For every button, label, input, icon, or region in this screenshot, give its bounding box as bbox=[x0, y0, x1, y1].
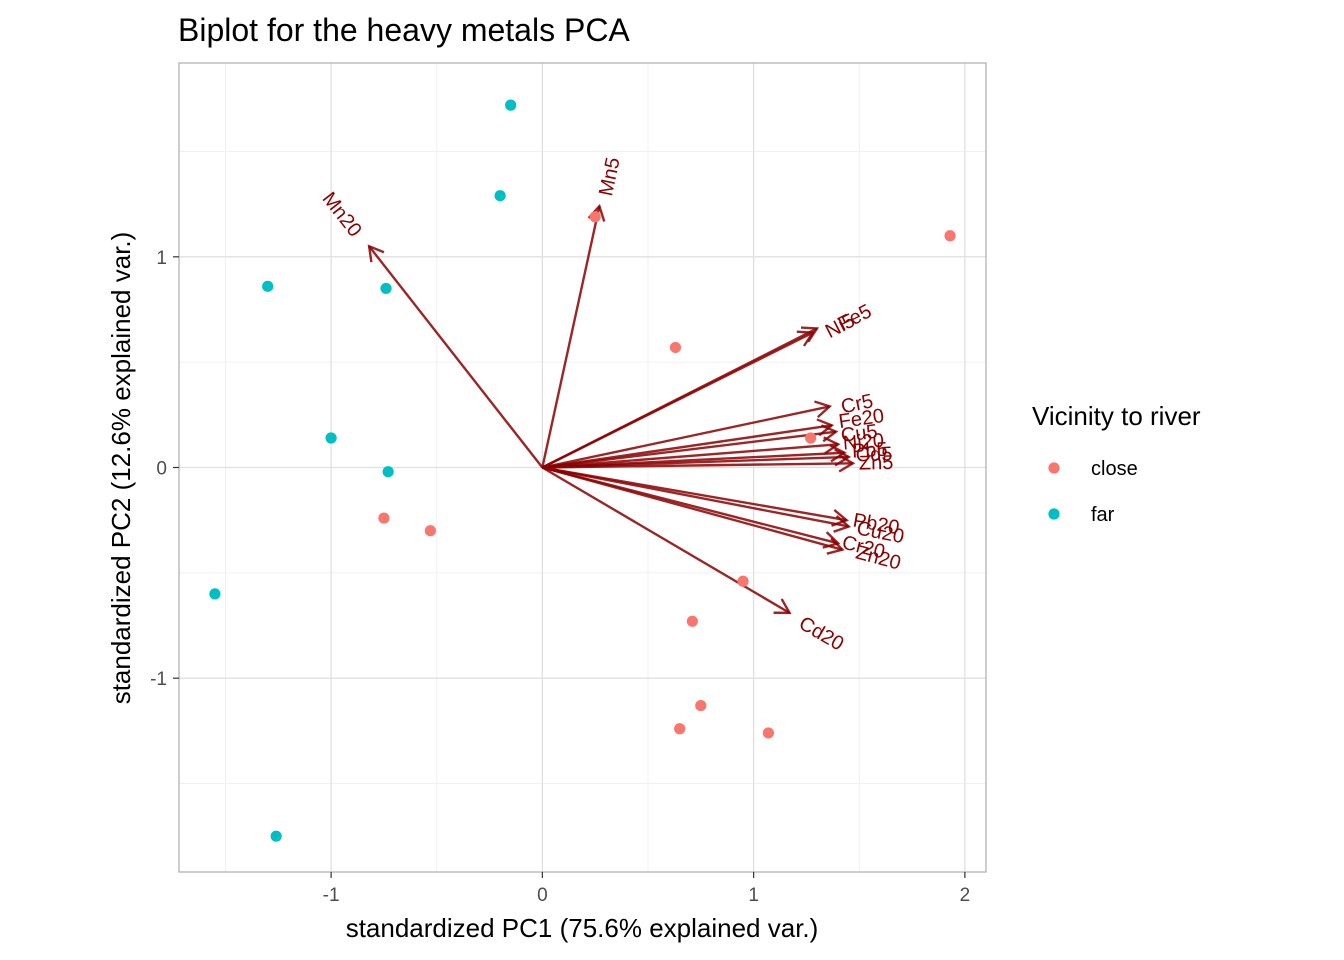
score-point-far bbox=[505, 99, 517, 111]
loading-label: Ni20 bbox=[842, 430, 885, 455]
loading-arrow bbox=[542, 436, 841, 469]
legend: Vicinity to river close far bbox=[1032, 401, 1201, 526]
loading-arrow bbox=[367, 244, 544, 469]
arrow-shaft bbox=[542, 462, 853, 469]
y-tick-label: 1 bbox=[156, 248, 167, 269]
score-point-far bbox=[382, 466, 394, 478]
score-point-far bbox=[262, 280, 274, 292]
score-point-far bbox=[325, 432, 337, 444]
arrow-head bbox=[838, 454, 856, 473]
arrow-head bbox=[773, 598, 792, 615]
arrow-shaft bbox=[542, 466, 843, 551]
plot-area: Mn20Mn5Fe5Ni5Cr5Fe20Cu5Ni20Pb5Cd5Zn5Pb20… bbox=[178, 62, 987, 873]
score-point-far bbox=[270, 830, 282, 842]
arrow-head bbox=[814, 400, 833, 419]
legend-label-close: close bbox=[1091, 458, 1138, 480]
score-point-far bbox=[380, 282, 392, 295]
arrow-head bbox=[823, 436, 841, 455]
y-axis-ticks: -1 0 1 bbox=[150, 248, 179, 690]
score-point-close bbox=[695, 699, 707, 712]
loading-arrow bbox=[541, 466, 792, 615]
arrow-head bbox=[826, 537, 845, 555]
arrow-head bbox=[796, 330, 815, 347]
arrow-shaft bbox=[542, 405, 830, 469]
loading-arrow bbox=[542, 400, 833, 469]
legend-label-far: far bbox=[1091, 504, 1115, 526]
score-point-close bbox=[669, 341, 682, 354]
arrow-head bbox=[816, 418, 835, 437]
score-points bbox=[209, 99, 956, 842]
arrow-shaft bbox=[541, 466, 791, 614]
loading-label: Pb5 bbox=[851, 439, 888, 463]
score-point-close bbox=[674, 723, 686, 735]
score-point-close bbox=[424, 525, 436, 537]
score-point-close bbox=[686, 615, 698, 627]
loading-arrow bbox=[541, 330, 815, 469]
arrow-head bbox=[367, 244, 385, 263]
score-point-close bbox=[589, 211, 601, 223]
x-axis-label: standardized PC1 (75.6% explained var.) bbox=[346, 913, 819, 943]
arrow-shaft bbox=[541, 331, 814, 469]
score-point-close bbox=[805, 432, 817, 444]
score-point-far bbox=[209, 588, 221, 600]
arrow-shaft bbox=[541, 206, 601, 468]
arrow-head bbox=[800, 326, 820, 343]
x-tick-label: 2 bbox=[960, 885, 971, 906]
arrow-shaft bbox=[542, 443, 839, 469]
chart-title: Biplot for the heavy metals PCA bbox=[178, 12, 630, 48]
score-point-close bbox=[378, 512, 390, 524]
score-point-close bbox=[737, 575, 749, 587]
y-tick-label: -1 bbox=[150, 669, 167, 690]
arrow-shaft bbox=[542, 466, 849, 528]
score-point-close bbox=[944, 230, 956, 242]
y-tick-label: 0 bbox=[156, 459, 167, 480]
legend-title: Vicinity to river bbox=[1032, 401, 1201, 431]
arrow-shaft bbox=[368, 245, 544, 469]
legend-entries: close far bbox=[1048, 458, 1138, 526]
x-axis-ticks: -1 0 1 2 bbox=[323, 872, 971, 906]
loading-arrow bbox=[542, 466, 852, 533]
loading-label: Cu5 bbox=[840, 421, 879, 447]
arrow-head bbox=[833, 515, 852, 533]
loading-arrow bbox=[542, 454, 856, 473]
x-tick-label: 0 bbox=[537, 885, 548, 906]
loading-arrow bbox=[542, 466, 845, 555]
x-tick-label: -1 bbox=[323, 885, 340, 906]
legend-key-far bbox=[1048, 508, 1060, 520]
legend-key-close bbox=[1048, 462, 1060, 474]
loading-arrows bbox=[367, 203, 856, 615]
y-axis-label: standardized PC2 (12.6% explained var.) bbox=[106, 232, 136, 705]
loading-label: Zn5 bbox=[859, 452, 894, 475]
arrow-shaft bbox=[542, 430, 837, 469]
score-point-close bbox=[762, 727, 775, 739]
loading-label: Cd5 bbox=[855, 443, 892, 466]
score-point-far bbox=[494, 190, 506, 202]
x-tick-label: 1 bbox=[748, 885, 759, 906]
